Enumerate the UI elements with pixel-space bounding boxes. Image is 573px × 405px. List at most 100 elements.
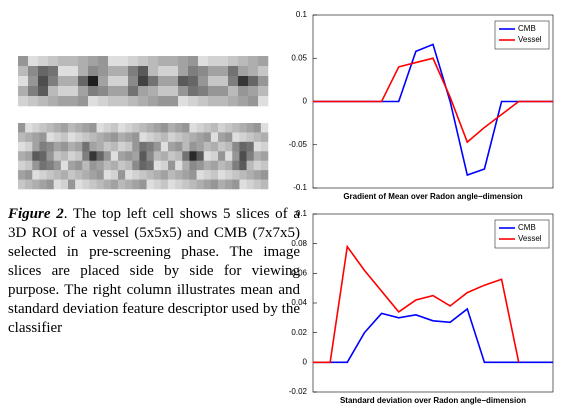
image-pixel — [261, 123, 268, 133]
image-pixel — [211, 132, 218, 142]
image-pixel — [111, 170, 118, 180]
image-pixel — [254, 161, 261, 171]
image-pixel — [97, 123, 104, 133]
image-pixel — [75, 161, 82, 171]
image-pixel — [182, 180, 189, 190]
image-pixel — [68, 132, 75, 142]
image-pixel — [88, 86, 98, 96]
image-pixel — [118, 76, 128, 86]
image-pixel — [175, 151, 182, 161]
image-pixel — [254, 123, 261, 133]
image-pixel — [75, 151, 82, 161]
image-pixel — [189, 170, 196, 180]
image-pixel — [247, 123, 254, 133]
image-pixel — [248, 96, 258, 106]
image-pixel — [248, 66, 258, 76]
image-pixel — [68, 151, 75, 161]
image-pixel — [78, 86, 88, 96]
image-pixel — [228, 96, 238, 106]
image-pixel — [48, 96, 58, 106]
image-pixel — [178, 66, 188, 76]
image-pixel — [189, 151, 196, 161]
image-pixel — [147, 142, 154, 152]
image-pixel — [211, 170, 218, 180]
image-pixel — [111, 151, 118, 161]
image-pixel — [232, 151, 239, 161]
image-pixel — [78, 66, 88, 76]
legend-label: Vessel — [518, 234, 542, 243]
image-pixel — [211, 180, 218, 190]
image-pixel — [188, 56, 198, 66]
image-pixel — [104, 161, 111, 171]
image-pixel — [148, 76, 158, 86]
image-pixel — [218, 56, 228, 66]
image-pixel — [261, 180, 268, 190]
image-pixel — [82, 161, 89, 171]
image-pixel — [175, 161, 182, 171]
image-pixel — [225, 180, 232, 190]
image-pixel — [204, 142, 211, 152]
image-pixel — [161, 123, 168, 133]
image-pixel — [147, 170, 154, 180]
image-pixel — [97, 161, 104, 171]
caption-label: Figure 2 — [8, 206, 64, 222]
image-pixel — [58, 76, 68, 86]
image-pixel — [218, 151, 225, 161]
image-pixel — [197, 123, 204, 133]
image-pixel — [18, 76, 28, 86]
image-pixel — [39, 151, 46, 161]
image-pixel — [197, 161, 204, 171]
image-pixel — [89, 180, 96, 190]
image-pixel — [161, 180, 168, 190]
image-pixel — [48, 66, 58, 76]
image-pixel — [18, 56, 28, 66]
image-pixel — [228, 56, 238, 66]
image-pixel — [175, 123, 182, 133]
figure: 0.10.050-0.05-0.1CMBVesselGradient of Me… — [0, 0, 573, 405]
image-pixel — [232, 180, 239, 190]
image-pixel — [182, 123, 189, 133]
image-pixel — [148, 56, 158, 66]
image-pixel — [68, 86, 78, 96]
image-pixel — [147, 151, 154, 161]
chart-title: Standard deviation over Radon angle−dime… — [340, 396, 526, 405]
image-pixel — [47, 132, 54, 142]
image-pixel — [198, 56, 208, 66]
image-pixel — [139, 180, 146, 190]
image-pixel — [108, 56, 118, 66]
image-pixel — [225, 151, 232, 161]
image-pixel — [88, 66, 98, 76]
image-pixel — [139, 132, 146, 142]
image-pixel — [254, 170, 261, 180]
image-pixel — [168, 76, 178, 86]
image-pixel — [104, 132, 111, 142]
image-pixel — [68, 142, 75, 152]
image-pixel — [188, 96, 198, 106]
image-pixel — [39, 161, 46, 171]
image-pixel — [175, 170, 182, 180]
image-pixel — [78, 96, 88, 106]
image-pixel — [25, 151, 32, 161]
image-pixel — [218, 170, 225, 180]
image-pixel — [154, 161, 161, 171]
image-pixel — [54, 170, 61, 180]
image-pixel — [125, 180, 132, 190]
image-pixel — [175, 142, 182, 152]
image-pixel — [168, 132, 175, 142]
image-pixel — [25, 161, 32, 171]
image-pixel — [189, 123, 196, 133]
image-pixel — [68, 56, 78, 66]
image-pixel — [148, 96, 158, 106]
image-pixel — [54, 161, 61, 171]
image-pixel — [239, 132, 246, 142]
image-pixel — [197, 142, 204, 152]
image-pixel — [108, 66, 118, 76]
image-pixel — [204, 123, 211, 133]
image-pixel — [247, 161, 254, 171]
image-pixel — [261, 132, 268, 142]
image-pixel — [154, 151, 161, 161]
image-pixel — [38, 56, 48, 66]
image-pixel — [248, 86, 258, 96]
y-tick-label: 0 — [303, 357, 308, 366]
image-pixel — [18, 180, 25, 190]
